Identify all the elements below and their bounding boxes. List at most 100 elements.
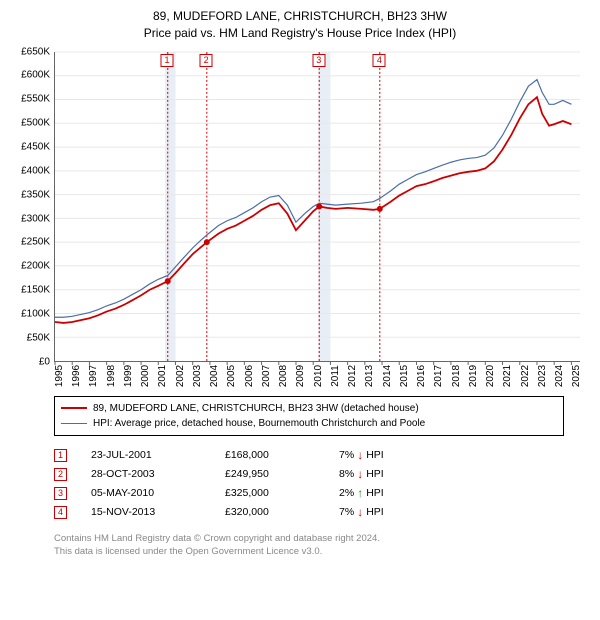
y-axis: £0 £50K £100K £150K £200K £250K £300K £350K £400… xyxy=(12,46,54,386)
title-line1: 89, MUDEFORD LANE, CHRISTCHURCH, BH23 3H… xyxy=(12,8,588,25)
x-tick-label: 2015 xyxy=(399,364,410,386)
arrow-up-icon: ↑ xyxy=(357,487,363,499)
y-tick-label: £150K xyxy=(21,285,50,296)
footer: Contains HM Land Registry data © Crown c… xyxy=(54,532,588,559)
x-tick-label: 2024 xyxy=(554,364,565,386)
y-tick-label: £400K xyxy=(21,165,50,176)
y-tick-label: £600K xyxy=(21,70,50,81)
sale-row-marker: 2 xyxy=(54,468,67,481)
sale-delta-suffix: HPI xyxy=(366,487,384,499)
y-tick-label: £350K xyxy=(21,189,50,200)
x-tick-label: 2008 xyxy=(278,364,289,386)
sale-price: £325,000 xyxy=(225,487,315,499)
sale-price: £249,950 xyxy=(225,468,315,480)
legend-label: HPI: Average price, detached house, Bour… xyxy=(93,416,425,431)
y-tick-label: £300K xyxy=(21,213,50,224)
sale-marker-1: 1 xyxy=(160,54,173,67)
sale-delta: 7%↓HPI xyxy=(339,506,429,518)
sale-price: £168,000 xyxy=(225,449,315,461)
y-tick-label: £100K xyxy=(21,308,50,319)
x-tick-label: 2005 xyxy=(226,364,237,386)
x-tick-label: 2017 xyxy=(433,364,444,386)
y-tick-label: £250K xyxy=(21,237,50,248)
sale-row: 2 28-OCT-2003 £249,950 8%↓HPI xyxy=(54,465,564,484)
x-tick-label: 2004 xyxy=(209,364,220,386)
sale-row-marker: 4 xyxy=(54,506,67,519)
legend-item: 89, MUDEFORD LANE, CHRISTCHURCH, BH23 3H… xyxy=(61,401,557,416)
sale-delta-suffix: HPI xyxy=(366,468,384,480)
sales-table: 123-JUL-2001£168,0007%↓HPI228-OCT-2003£2… xyxy=(54,446,564,522)
legend-swatch xyxy=(61,407,87,409)
x-axis: 1995 1996 1997 1998 1999 2000 2001 2002 2003 2004… xyxy=(54,364,580,386)
x-tick-label: 2019 xyxy=(468,364,479,386)
legend-label: 89, MUDEFORD LANE, CHRISTCHURCH, BH23 3H… xyxy=(93,401,419,416)
y-tick-label: £50K xyxy=(27,332,50,343)
x-tick-label: 2025 xyxy=(571,364,582,386)
y-tick-label: £0 xyxy=(39,356,50,367)
footer-line1: Contains HM Land Registry data © Crown c… xyxy=(54,532,588,545)
sale-row: 4 15-NOV-2013 £320,000 7%↓HPI xyxy=(54,503,564,522)
x-tick-label: 2002 xyxy=(175,364,186,386)
plot-area xyxy=(54,52,580,362)
y-tick-label: £650K xyxy=(21,46,50,57)
sale-delta-pct: 7% xyxy=(339,449,354,461)
sale-date: 15-NOV-2013 xyxy=(91,506,201,518)
chart-container: 89, MUDEFORD LANE, CHRISTCHURCH, BH23 3H… xyxy=(0,0,600,566)
x-tick-label: 2020 xyxy=(485,364,496,386)
x-tick-label: 2011 xyxy=(330,365,341,387)
sale-delta: 2%↑HPI xyxy=(339,487,429,499)
x-tick-label: 2014 xyxy=(382,364,393,386)
y-tick-label: £450K xyxy=(21,141,50,152)
x-tick-label: 1999 xyxy=(123,364,134,386)
x-tick-label: 2023 xyxy=(537,364,548,386)
sale-marker-2: 2 xyxy=(200,54,213,67)
sale-marker-4: 4 xyxy=(373,54,386,67)
sale-delta-pct: 2% xyxy=(339,487,354,499)
sale-row-marker: 1 xyxy=(54,449,67,462)
sale-delta-suffix: HPI xyxy=(366,506,384,518)
sale-delta: 8%↓HPI xyxy=(339,468,429,480)
sale-delta: 7%↓HPI xyxy=(339,449,429,461)
arrow-down-icon: ↓ xyxy=(357,506,363,518)
x-tick-label: 1998 xyxy=(106,364,117,386)
footer-line2: This data is licensed under the Open Gov… xyxy=(54,545,588,558)
arrow-down-icon: ↓ xyxy=(357,449,363,461)
sale-delta-suffix: HPI xyxy=(366,449,384,461)
x-tick-label: 2012 xyxy=(347,364,358,386)
x-tick-label: 2001 xyxy=(157,364,168,386)
x-tick-label: 2007 xyxy=(261,364,272,386)
sale-delta-pct: 8% xyxy=(339,468,354,480)
legend-item: HPI: Average price, detached house, Bour… xyxy=(61,416,557,431)
sale-date: 05-MAY-2010 xyxy=(91,487,201,499)
sale-date: 28-OCT-2003 xyxy=(91,468,201,480)
x-tick-label: 2003 xyxy=(192,364,203,386)
legend: 89, MUDEFORD LANE, CHRISTCHURCH, BH23 3H… xyxy=(54,396,564,436)
x-tick-label: 2000 xyxy=(140,364,151,386)
sale-price: £320,000 xyxy=(225,506,315,518)
plot-svg xyxy=(55,52,580,361)
x-tick-label: 2021 xyxy=(502,364,513,386)
plot-wrapper: £0 £50K £100K £150K £200K £250K £300K £350K £400… xyxy=(12,46,588,386)
x-tick-label: 2013 xyxy=(364,364,375,386)
sale-row: 3 05-MAY-2010 £325,000 2%↑HPI xyxy=(54,484,564,503)
x-tick-label: 2018 xyxy=(451,364,462,386)
x-tick-label: 2022 xyxy=(520,364,531,386)
x-tick-label: 2016 xyxy=(416,364,427,386)
y-tick-label: £200K xyxy=(21,261,50,272)
sale-marker-3: 3 xyxy=(312,54,325,67)
sale-delta-pct: 7% xyxy=(339,506,354,518)
sale-row: 123-JUL-2001£168,0007%↓HPI xyxy=(54,446,564,465)
x-tick-label: 2006 xyxy=(244,364,255,386)
title-line2: Price paid vs. HM Land Registry's House … xyxy=(12,25,588,42)
chart-title: 89, MUDEFORD LANE, CHRISTCHURCH, BH23 3H… xyxy=(12,8,588,42)
y-tick-label: £500K xyxy=(21,118,50,129)
y-tick-label: £550K xyxy=(21,94,50,105)
x-tick-label: 1995 xyxy=(54,364,65,386)
sale-row-marker: 3 xyxy=(54,487,67,500)
x-tick-label: 2010 xyxy=(313,364,324,386)
x-tick-label: 2009 xyxy=(295,364,306,386)
arrow-down-icon: ↓ xyxy=(357,468,363,480)
legend-swatch xyxy=(61,423,87,424)
x-tick-label: 1997 xyxy=(88,364,99,386)
x-tick-label: 1996 xyxy=(71,364,82,386)
